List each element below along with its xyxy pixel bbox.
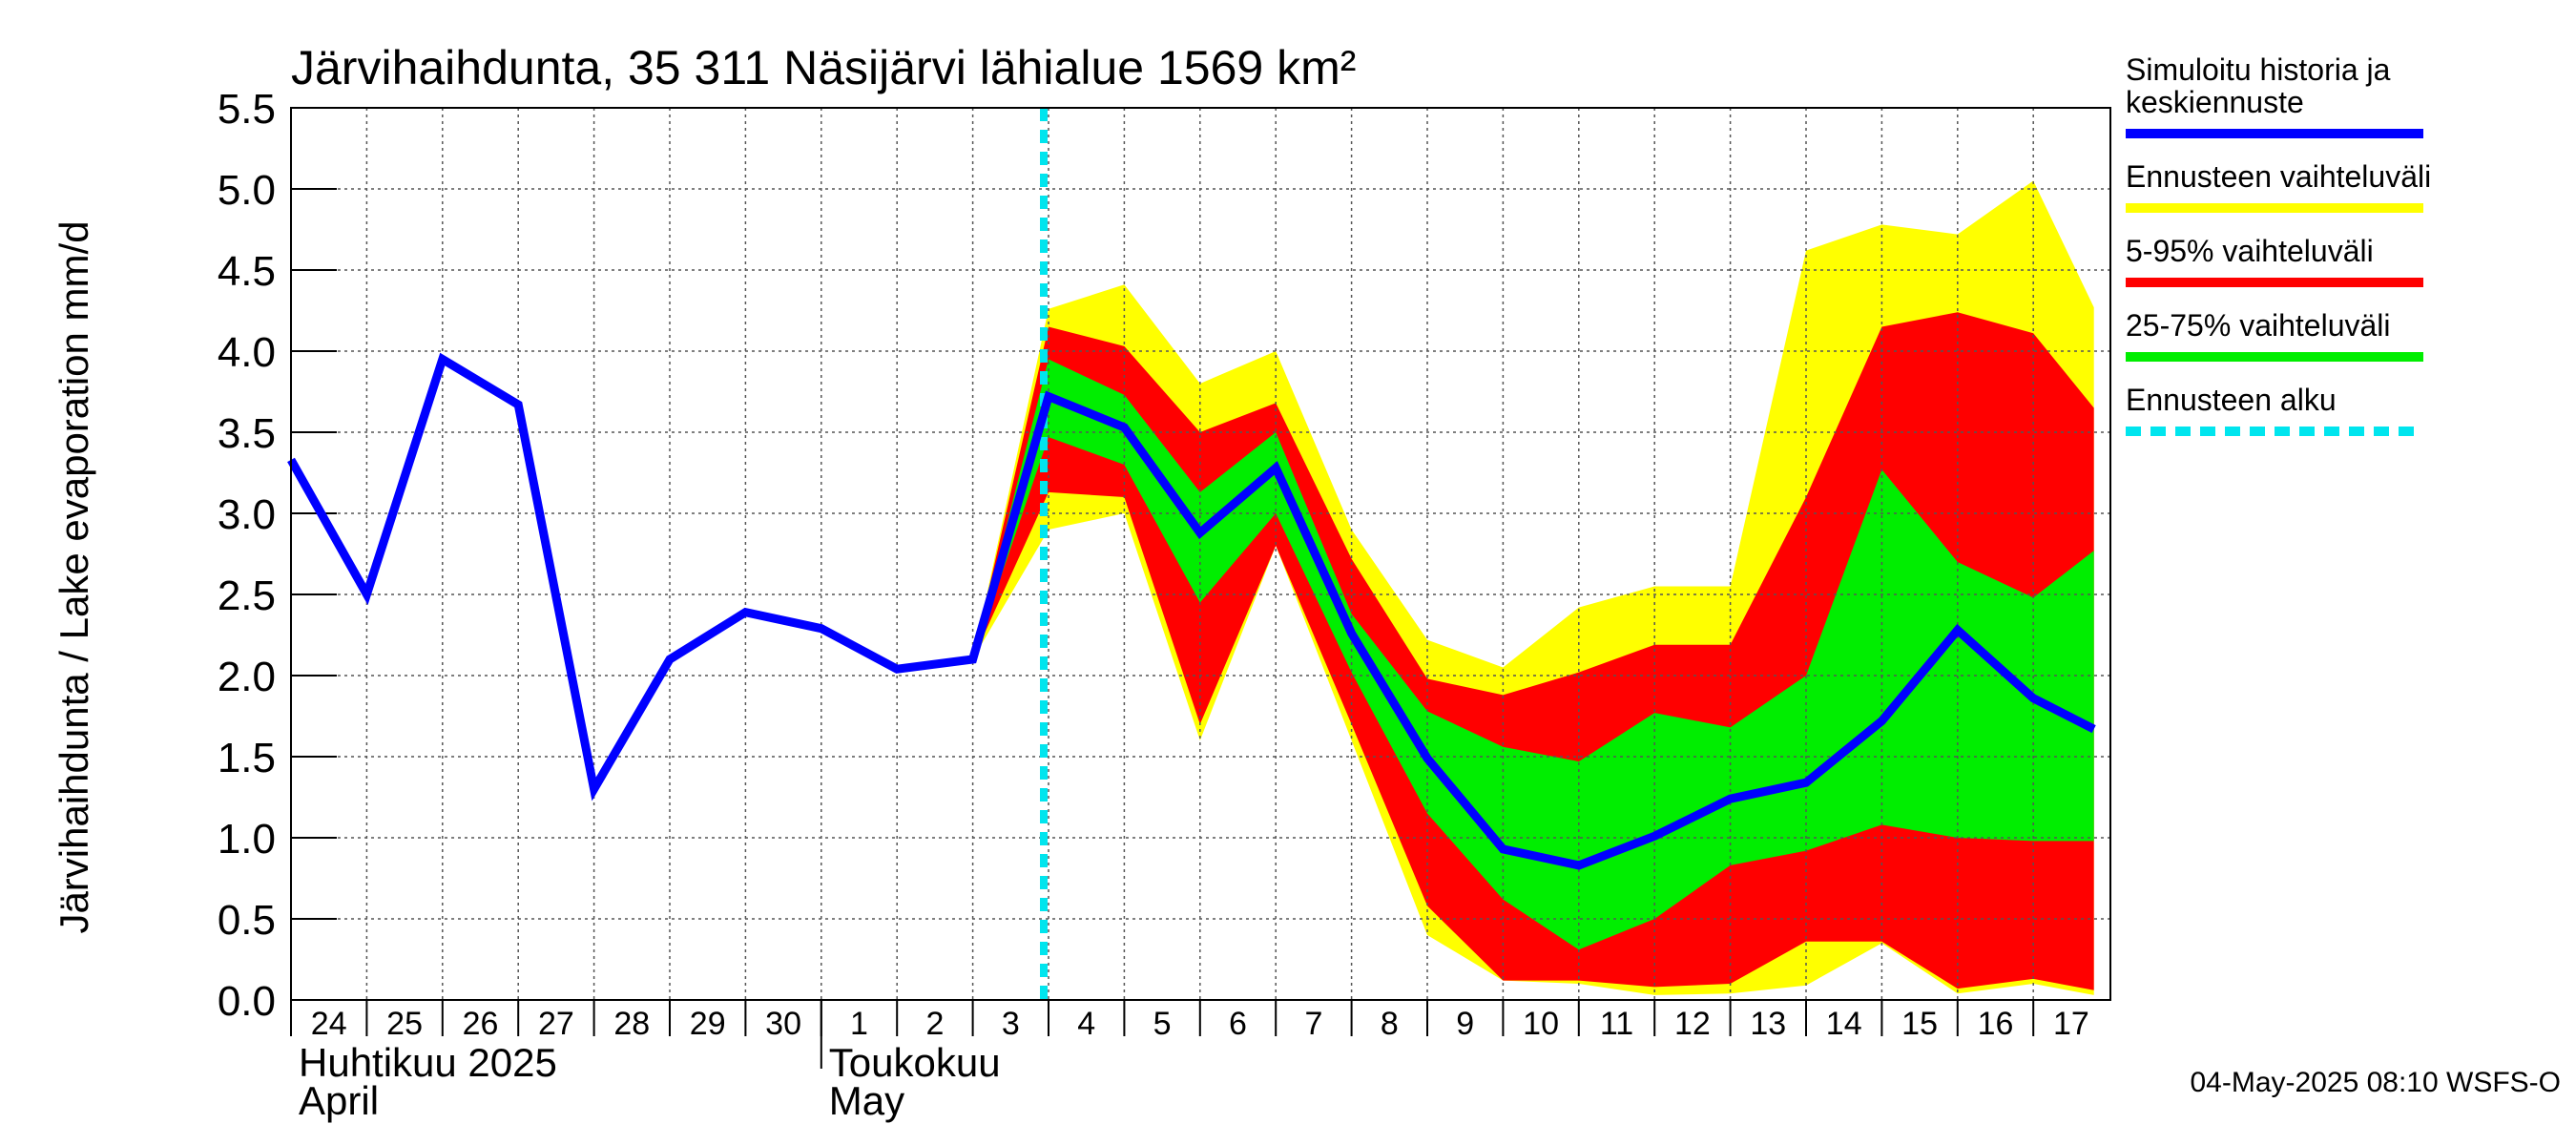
legend-label-0-line2: keskiennuste: [2126, 85, 2304, 119]
grid: [291, 108, 2110, 1000]
x-tick-label-0: 24: [311, 1006, 347, 1042]
y-tick-label-7: 3.5: [218, 410, 276, 457]
y-tick-label-9: 4.5: [218, 248, 276, 295]
x-tick-label-6: 30: [765, 1006, 801, 1042]
x-tick-label-13: 7: [1304, 1006, 1322, 1042]
y-tick-label-5: 2.5: [218, 572, 276, 619]
series-line-0: [287, 352, 2096, 870]
y-tick-label-6: 3.0: [218, 491, 276, 538]
y-axis-label: Järvihaihdunta / Lake evaporation mm/d: [52, 220, 96, 933]
x-tick-label-21: 15: [1901, 1006, 1938, 1042]
month-label-en-1: May: [829, 1078, 904, 1123]
x-tick-label-11: 5: [1153, 1006, 1172, 1042]
month-label-fi-0: Huhtikuu 2025: [299, 1040, 557, 1085]
x-tick-label-2: 26: [463, 1006, 499, 1042]
y-ticks: 0.0 0.5 1.0 1.5 2.0 2.5 3.0 3.5 4.0 4.5 5.0 5.5: [218, 86, 337, 1025]
x-tick-label-22: 16: [1978, 1006, 2014, 1042]
y-tick-label-11: 5.5: [218, 86, 276, 133]
x-tick-label-10: 4: [1077, 1006, 1095, 1042]
x-tick-label-7: 1: [850, 1006, 868, 1042]
y-tick-label-0: 0.0: [218, 978, 276, 1025]
legend: Simuloitu historia ja keskiennuste Ennuste…: [2126, 52, 2431, 436]
band-2: [972, 359, 2094, 950]
series-lines: [287, 352, 2096, 870]
x-tick-label-1: 25: [386, 1006, 423, 1042]
y-tick-label-10: 5.0: [218, 167, 276, 214]
y-tick-label-3: 1.5: [218, 735, 276, 781]
month-label-fi-1: Toukokuu: [829, 1040, 1001, 1085]
x-tick-label-4: 28: [613, 1006, 650, 1042]
x-tick-label-12: 6: [1229, 1006, 1247, 1042]
legend-label-3: 25-75% vaihteluväli: [2126, 308, 2391, 343]
x-tick-label-3: 27: [538, 1006, 574, 1042]
month-label-en-0: April: [299, 1078, 379, 1123]
legend-label-4: Ennusteen alku: [2126, 383, 2337, 417]
y-tick-label-1: 0.5: [218, 897, 276, 944]
chart-title: Järvihaihdunta, 35 311 Näsijärvi lähialu…: [291, 41, 1356, 94]
legend-label-2: 5-95% vaihteluväli: [2126, 234, 2374, 268]
x-tick-label-16: 10: [1523, 1006, 1559, 1042]
footer-timestamp: 04-May-2025 08:10 WSFS-O: [2191, 1067, 2562, 1098]
x-tick-label-20: 14: [1826, 1006, 1862, 1042]
y-tick-label-8: 4.0: [218, 329, 276, 376]
x-tick-label-23: 17: [2053, 1006, 2089, 1042]
x-tick-label-19: 13: [1750, 1006, 1786, 1042]
legend-label-1: Ennusteen vaihteluväli: [2126, 159, 2431, 194]
forecast-bands: [972, 180, 2094, 995]
x-tick-label-5: 29: [690, 1006, 726, 1042]
legend-label-0-line1: Simuloitu historia ja: [2126, 52, 2391, 87]
x-tick-label-18: 12: [1674, 1006, 1711, 1042]
x-tick-label-14: 8: [1381, 1006, 1399, 1042]
legend-label-0: Simuloitu historia ja keskiennuste: [2126, 52, 2391, 119]
plot-frame: [290, 107, 2111, 1001]
x-tick-label-15: 9: [1456, 1006, 1474, 1042]
y-tick-label-2: 1.0: [218, 816, 276, 863]
x-ticks: 24 25 26 27 28 29 30 1 2 3 4 5 6 7 8 9 10 11 12 13 14 15 16 17: [290, 1000, 2089, 1042]
x-tick-label-9: 3: [1002, 1006, 1020, 1042]
x-tick-label-17: 11: [1600, 1006, 1633, 1042]
y-tick-label-4: 2.0: [218, 654, 276, 700]
x-tick-label-8: 2: [925, 1006, 944, 1042]
